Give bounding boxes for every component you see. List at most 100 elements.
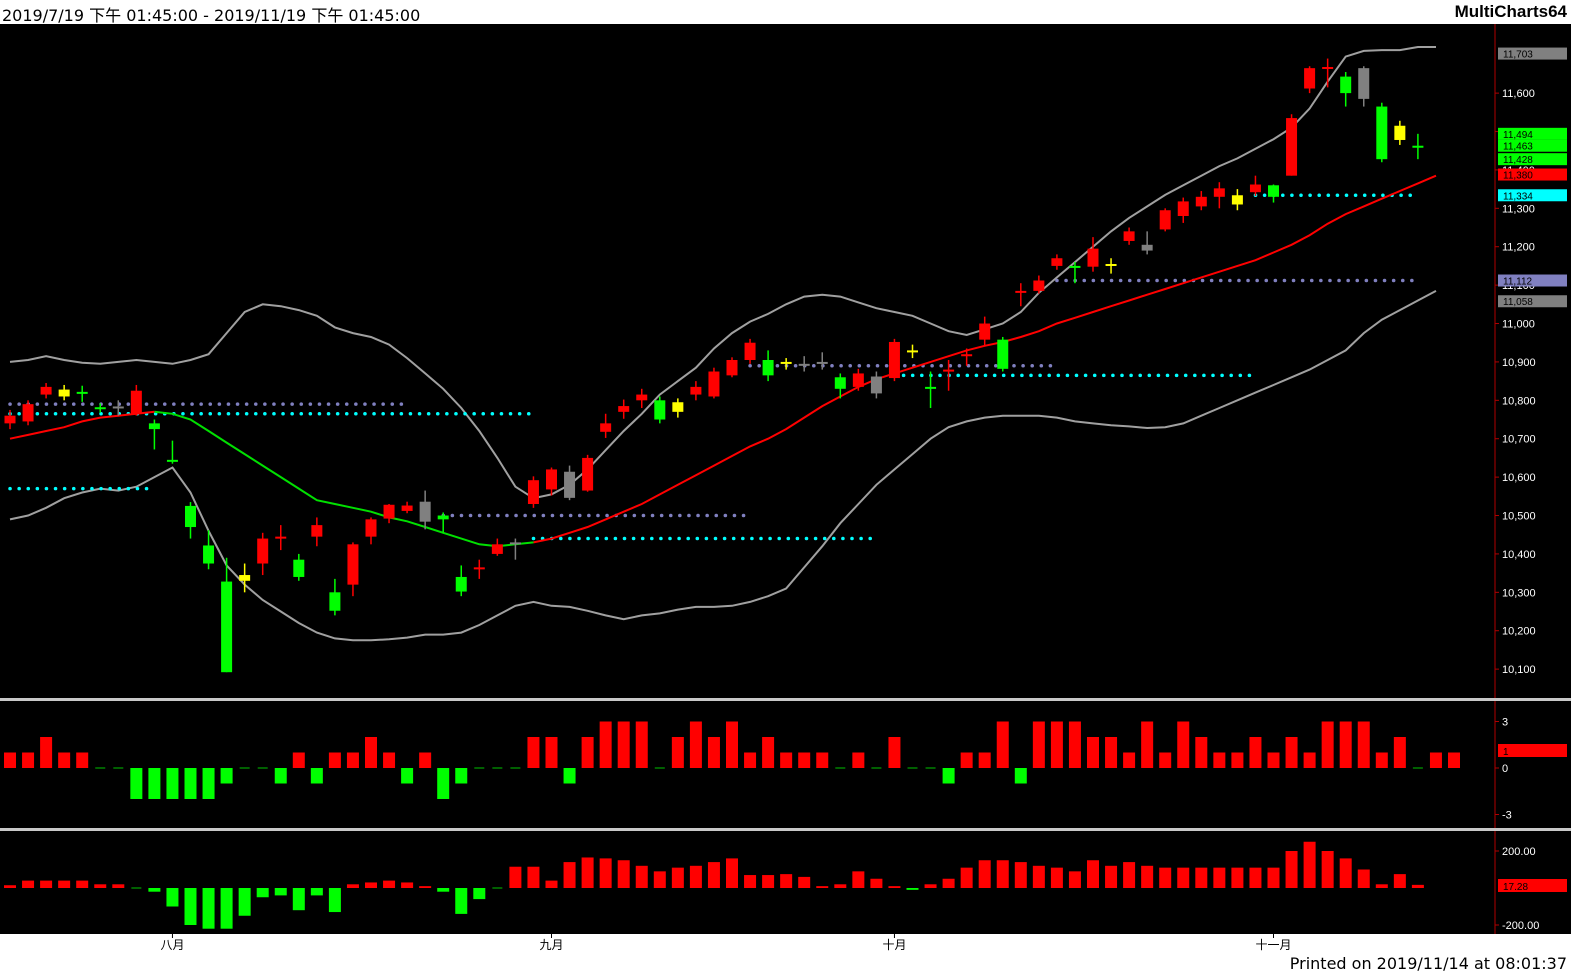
hist-bar [1213, 867, 1226, 888]
osc-bar [401, 768, 414, 784]
hist-bar [1032, 865, 1045, 888]
candle-body [365, 519, 377, 537]
hist-bar [202, 888, 215, 929]
candle [1069, 262, 1081, 284]
osc-bar [76, 752, 89, 768]
hist-bar [888, 886, 901, 888]
hist-tick-label: 200.00 [1502, 846, 1536, 858]
candle-body [961, 354, 973, 357]
candle [257, 532, 269, 576]
candle-body [4, 415, 16, 424]
osc-bar [455, 768, 468, 784]
price-tick-label: 10,800 [1502, 395, 1536, 407]
candle-body [1105, 264, 1117, 266]
hist-bar [1249, 867, 1262, 888]
osc-bar [1339, 721, 1352, 768]
osc-bar [148, 768, 161, 799]
candle [798, 356, 810, 372]
candle-body [40, 386, 52, 395]
candle [1141, 231, 1153, 255]
hist-bar [599, 858, 612, 888]
hist-bar [996, 860, 1009, 888]
candle [293, 553, 305, 581]
price-tag-bg [1498, 189, 1567, 202]
candle-body [690, 386, 702, 395]
osc-bar [798, 752, 811, 768]
candle-body [1033, 280, 1045, 291]
candle [600, 413, 612, 438]
osc-bar [1267, 752, 1280, 768]
osc-bar [671, 737, 684, 768]
candle-body [870, 376, 882, 394]
candle-body [798, 363, 810, 366]
candle [239, 563, 251, 593]
candle-body [1304, 68, 1316, 89]
candle-body [780, 361, 792, 364]
price-tag-label: 11,428 [1503, 155, 1533, 166]
x-tick-label: 九月 [539, 938, 563, 952]
candle-body [527, 480, 539, 504]
hist-bar [1105, 865, 1118, 888]
candle-body [455, 576, 467, 592]
chart-area[interactable]: 11,60011,50011,40011,30011,20011,10011,0… [0, 24, 1571, 954]
candle-body [1159, 210, 1171, 230]
osc-bar [1303, 752, 1316, 768]
osc-bar [527, 737, 540, 768]
candle-body [582, 457, 594, 491]
candle-body [1340, 76, 1352, 94]
candle-body [275, 536, 287, 539]
hist-bar [1087, 860, 1099, 888]
osc-bar [599, 721, 612, 768]
hist-bar [1411, 884, 1424, 888]
candle [1412, 133, 1424, 160]
osc-bar [978, 752, 991, 768]
candle-body [1087, 248, 1099, 267]
hist-bar [346, 884, 359, 888]
oscillator-pane[interactable]: 3 0 -3 1 [4, 717, 1567, 822]
price-tag-bg [1498, 139, 1567, 152]
hist-bar [563, 862, 576, 888]
hist-bar [473, 888, 486, 900]
chart-canvas[interactable]: 11,60011,50011,40011,30011,20011,10011,0… [0, 24, 1571, 954]
candle [1376, 102, 1388, 163]
candle-body [997, 339, 1009, 369]
price-tick-label: 10,300 [1502, 587, 1536, 599]
hist-bar [94, 884, 107, 888]
candle [22, 400, 34, 426]
candle-body [744, 342, 756, 360]
osc-bar [1357, 721, 1370, 768]
osc-bar [1429, 752, 1442, 768]
osc-bar [1231, 752, 1244, 768]
price-tick-label: 11,300 [1502, 203, 1535, 215]
price-pane[interactable]: 11,60011,50011,40011,30011,20011,10011,0… [0, 24, 1571, 934]
candle-body [1249, 184, 1261, 193]
candle [1268, 184, 1279, 203]
price-tag-bg [1498, 274, 1567, 287]
hist-bar [310, 888, 323, 896]
osc-bar [1087, 737, 1099, 768]
osc-bar [581, 737, 594, 768]
candle-body [907, 350, 918, 353]
price-tick-label: 11,200 [1502, 242, 1535, 254]
candle-body [1322, 67, 1334, 70]
osc-bar [1141, 721, 1154, 768]
hist-bar [184, 888, 197, 925]
candle [780, 358, 792, 370]
hist-bar [437, 888, 450, 892]
hist-bar [744, 875, 757, 888]
candle-body [257, 538, 269, 564]
hist-bar [1068, 871, 1081, 888]
histogram-pane[interactable]: 200.00 -200.00 17.28 [4, 841, 1567, 932]
osc-bar [1032, 721, 1045, 768]
hist-bar [1231, 867, 1244, 888]
hist-bar [1267, 867, 1280, 888]
candle [582, 454, 594, 492]
price-tick-label: 10,700 [1502, 434, 1536, 446]
candle-body [419, 501, 431, 522]
candle [221, 557, 233, 673]
candle-body [437, 515, 449, 520]
osc-bar [996, 721, 1009, 768]
osc-bar [617, 721, 630, 768]
price-tag-bg [1498, 47, 1567, 60]
hist-bar [635, 865, 648, 888]
